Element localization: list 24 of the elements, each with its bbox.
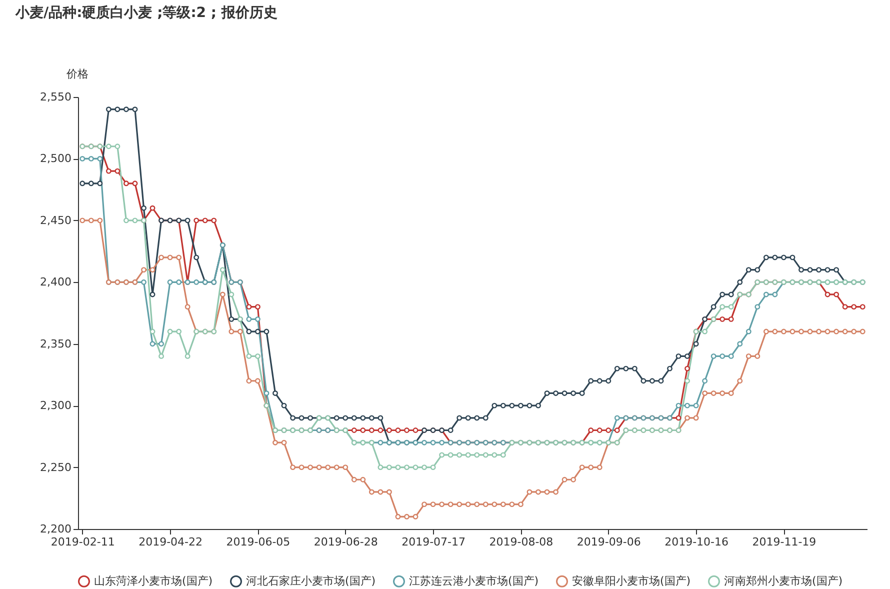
x-tick-label: 2019-09-06 [576, 536, 641, 548]
x-tick-label: 2019-07-17 [402, 536, 466, 548]
y-tick-label: 2,250 [40, 460, 72, 474]
x-tick-label: 2019-08-08 [489, 536, 554, 548]
y-tick-label: 2,500 [40, 152, 72, 166]
legend-label: 河南郑州小麦市场(国产) [724, 574, 843, 588]
chart-title: 小麦/品种:硬质白小麦 ;等级:2 ; 报价历史 [14, 4, 278, 21]
y-tick-label: 2,200 [40, 522, 72, 536]
y-tick-label: 2,350 [40, 337, 72, 350]
legend-label: 安徽阜阳小麦市场(国产) [572, 574, 691, 588]
x-tick-label: 2019-06-05 [226, 536, 290, 548]
y-tick-label: 2,550 [40, 90, 72, 104]
y-tick-label: 2,400 [40, 276, 72, 289]
x-tick-label: 2019-10-16 [664, 536, 729, 548]
legend-label: 江苏连云港小麦市场(国产) [409, 574, 539, 588]
legend-label: 山东菏泽小麦市场(国产) [94, 574, 213, 588]
y-tick-label: 2,300 [40, 399, 72, 412]
y-axis-title: 价格 [66, 68, 88, 80]
x-tick-label: 2019-06-28 [314, 536, 378, 548]
x-tick-label: 2019-02-11 [50, 536, 115, 548]
x-tick-label: 2019-04-22 [138, 536, 203, 548]
legend-label: 河北石家庄小麦市场(国产) [246, 574, 376, 588]
y-tick-label: 2,450 [40, 214, 72, 227]
x-tick-label: 2019-11-19 [752, 536, 816, 548]
